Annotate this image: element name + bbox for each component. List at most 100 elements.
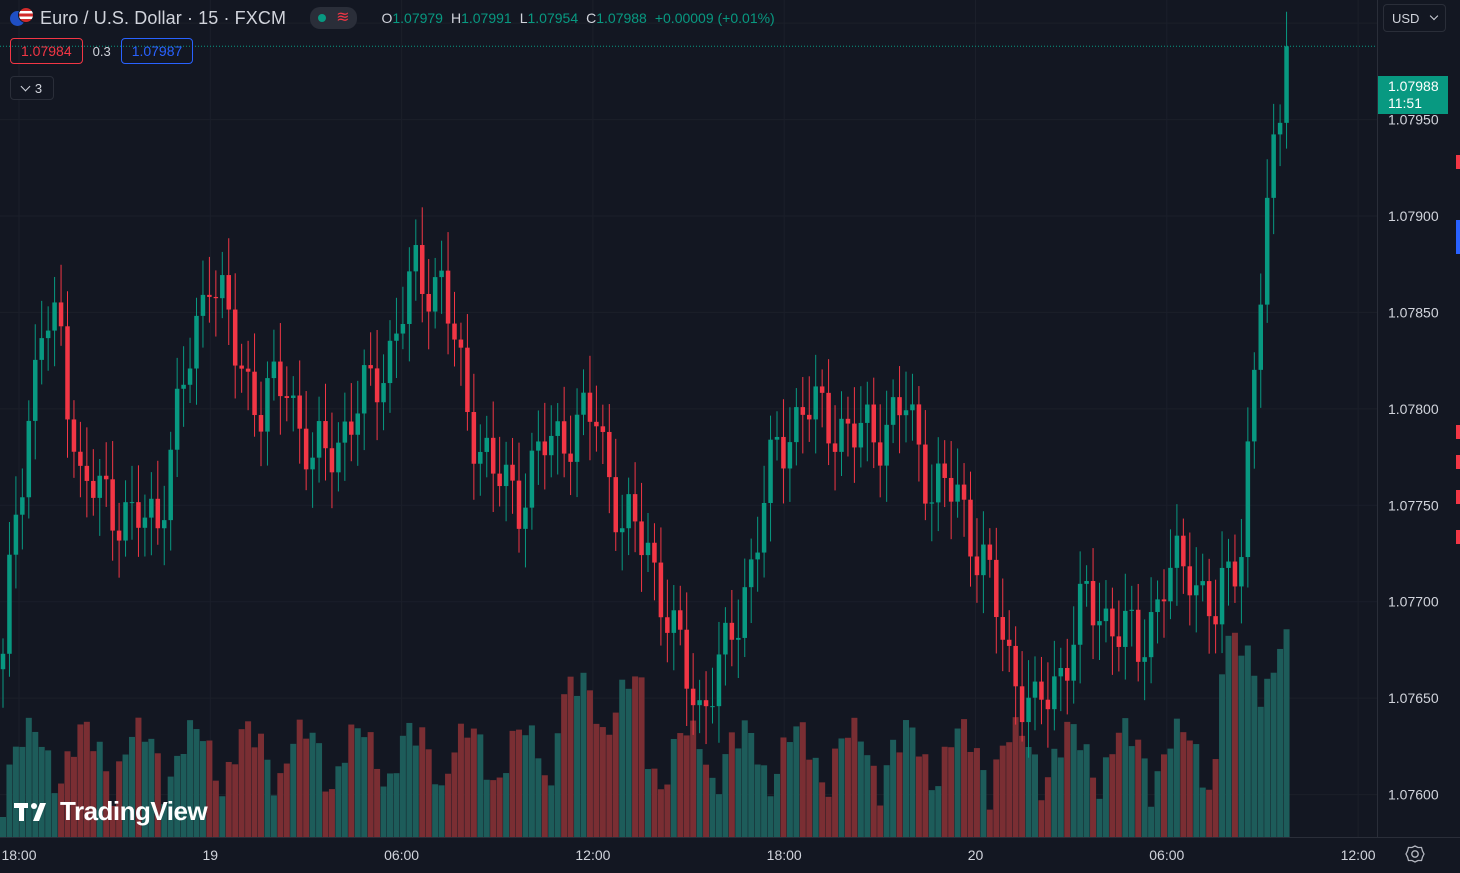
candle-body	[97, 475, 102, 498]
volume-bar	[825, 796, 832, 837]
ohlc-legend: O1.07979 H1.07991 L1.07954 C1.07988 +0.0…	[381, 10, 774, 26]
volume-bar	[0, 817, 6, 837]
volume-bar	[1264, 678, 1271, 837]
volume-bar	[780, 737, 787, 837]
candle-body	[1168, 567, 1173, 602]
candle-body	[149, 498, 154, 518]
volume-bar	[238, 729, 245, 837]
volume-bar	[1122, 718, 1129, 837]
candle-body	[787, 442, 793, 469]
x-tick-label: 18:00	[1, 847, 36, 863]
market-status-badge[interactable]: ≋	[310, 7, 358, 29]
candle-body	[742, 587, 747, 638]
candle-body	[729, 622, 735, 640]
volume-bar	[77, 724, 84, 837]
volume-bar	[1083, 744, 1090, 837]
candle-body	[1232, 561, 1238, 587]
volume-bar	[1064, 721, 1071, 837]
x-tick-label: 19	[203, 847, 219, 863]
candle-body	[316, 421, 322, 458]
buy-button[interactable]: 1.07987	[120, 38, 194, 64]
volume-bar	[761, 765, 768, 837]
volume-bar	[193, 729, 200, 837]
volume-bar	[212, 780, 219, 837]
candle-body	[1000, 617, 1005, 640]
candle-body	[20, 497, 25, 515]
candle-body	[342, 421, 348, 443]
candle-body	[723, 622, 728, 655]
candle-body	[903, 410, 909, 416]
volume-bar	[580, 672, 587, 837]
currency-select[interactable]: USD	[1383, 4, 1446, 32]
volume-bar	[993, 759, 1000, 837]
time-axis[interactable]: 18:00 19 06:00 12:00 18:00 20 06:00 12:00	[1, 847, 1375, 863]
volume-bar	[1128, 746, 1135, 837]
candle-body	[607, 431, 612, 478]
volume-bar	[806, 759, 813, 837]
candle-body	[297, 395, 302, 429]
candle-body	[1252, 369, 1257, 442]
candle-body	[174, 388, 180, 450]
candle-body	[1097, 621, 1102, 626]
chart-settings-icon[interactable]	[1404, 843, 1426, 865]
volume-bar	[225, 761, 232, 837]
volume-bar	[1019, 735, 1026, 837]
symbol-header: Euro / U.S. Dollar · 15 · FXCM ≋ O1.0797…	[10, 4, 775, 32]
indicators-count: 3	[34, 80, 43, 96]
candle-body	[865, 404, 870, 423]
indicators-collapse-button[interactable]: 3	[10, 76, 54, 100]
chevron-down-icon	[1429, 11, 1439, 21]
candle-body	[897, 397, 902, 416]
x-tick-label: 18:00	[767, 847, 802, 863]
candle-body	[632, 494, 638, 522]
candle-body	[394, 333, 399, 341]
candle-body	[1103, 608, 1109, 622]
volume-bar	[1141, 758, 1148, 837]
candle-body	[1077, 583, 1083, 645]
candle-body	[310, 457, 315, 470]
candle-body	[65, 326, 70, 420]
volume-bar	[638, 677, 645, 837]
sell-button[interactable]: 1.07984	[10, 38, 83, 64]
candle-body	[968, 499, 973, 557]
volume-bar	[122, 754, 129, 837]
x-tick-label: 20	[968, 847, 984, 863]
volume-bar	[6, 764, 13, 837]
volume-bar	[541, 775, 548, 837]
volume-bar	[141, 741, 148, 837]
volume-bar	[632, 676, 639, 837]
candle-body	[1019, 686, 1025, 723]
volume-bar	[1180, 732, 1187, 837]
volume-bar	[883, 765, 890, 837]
candle-body	[1116, 636, 1122, 647]
candle-body	[794, 407, 799, 443]
volume-bar	[1070, 724, 1077, 837]
candle-body	[452, 323, 457, 340]
volume-bar	[767, 796, 774, 837]
volume-bar	[948, 747, 955, 837]
price-axis[interactable]: 1.080001.079501.079001.078501.078001.077…	[1388, 15, 1439, 802]
volume-bar	[586, 690, 593, 837]
volume-bar	[857, 741, 864, 837]
symbol-title[interactable]: Euro / U.S. Dollar · 15 · FXCM	[40, 7, 287, 28]
volume-bar	[503, 773, 510, 837]
volume-bar	[651, 768, 658, 837]
volume-bar	[328, 789, 335, 837]
volume-bar	[1096, 798, 1103, 837]
candle-body	[1013, 645, 1018, 687]
candle-body	[871, 404, 876, 443]
candle-body	[1026, 697, 1031, 723]
candle-body	[1071, 644, 1076, 681]
candle-body	[291, 395, 296, 398]
candle-body	[413, 245, 419, 272]
volume-bar	[1161, 754, 1167, 837]
volume-bar	[283, 763, 290, 837]
candle-body	[955, 484, 960, 502]
volume-bar	[890, 739, 897, 837]
candle-body	[1148, 612, 1154, 658]
volume-bar	[1244, 645, 1251, 837]
candle-body	[523, 507, 528, 529]
volume-bar	[670, 738, 677, 837]
volume-bar	[703, 764, 710, 837]
